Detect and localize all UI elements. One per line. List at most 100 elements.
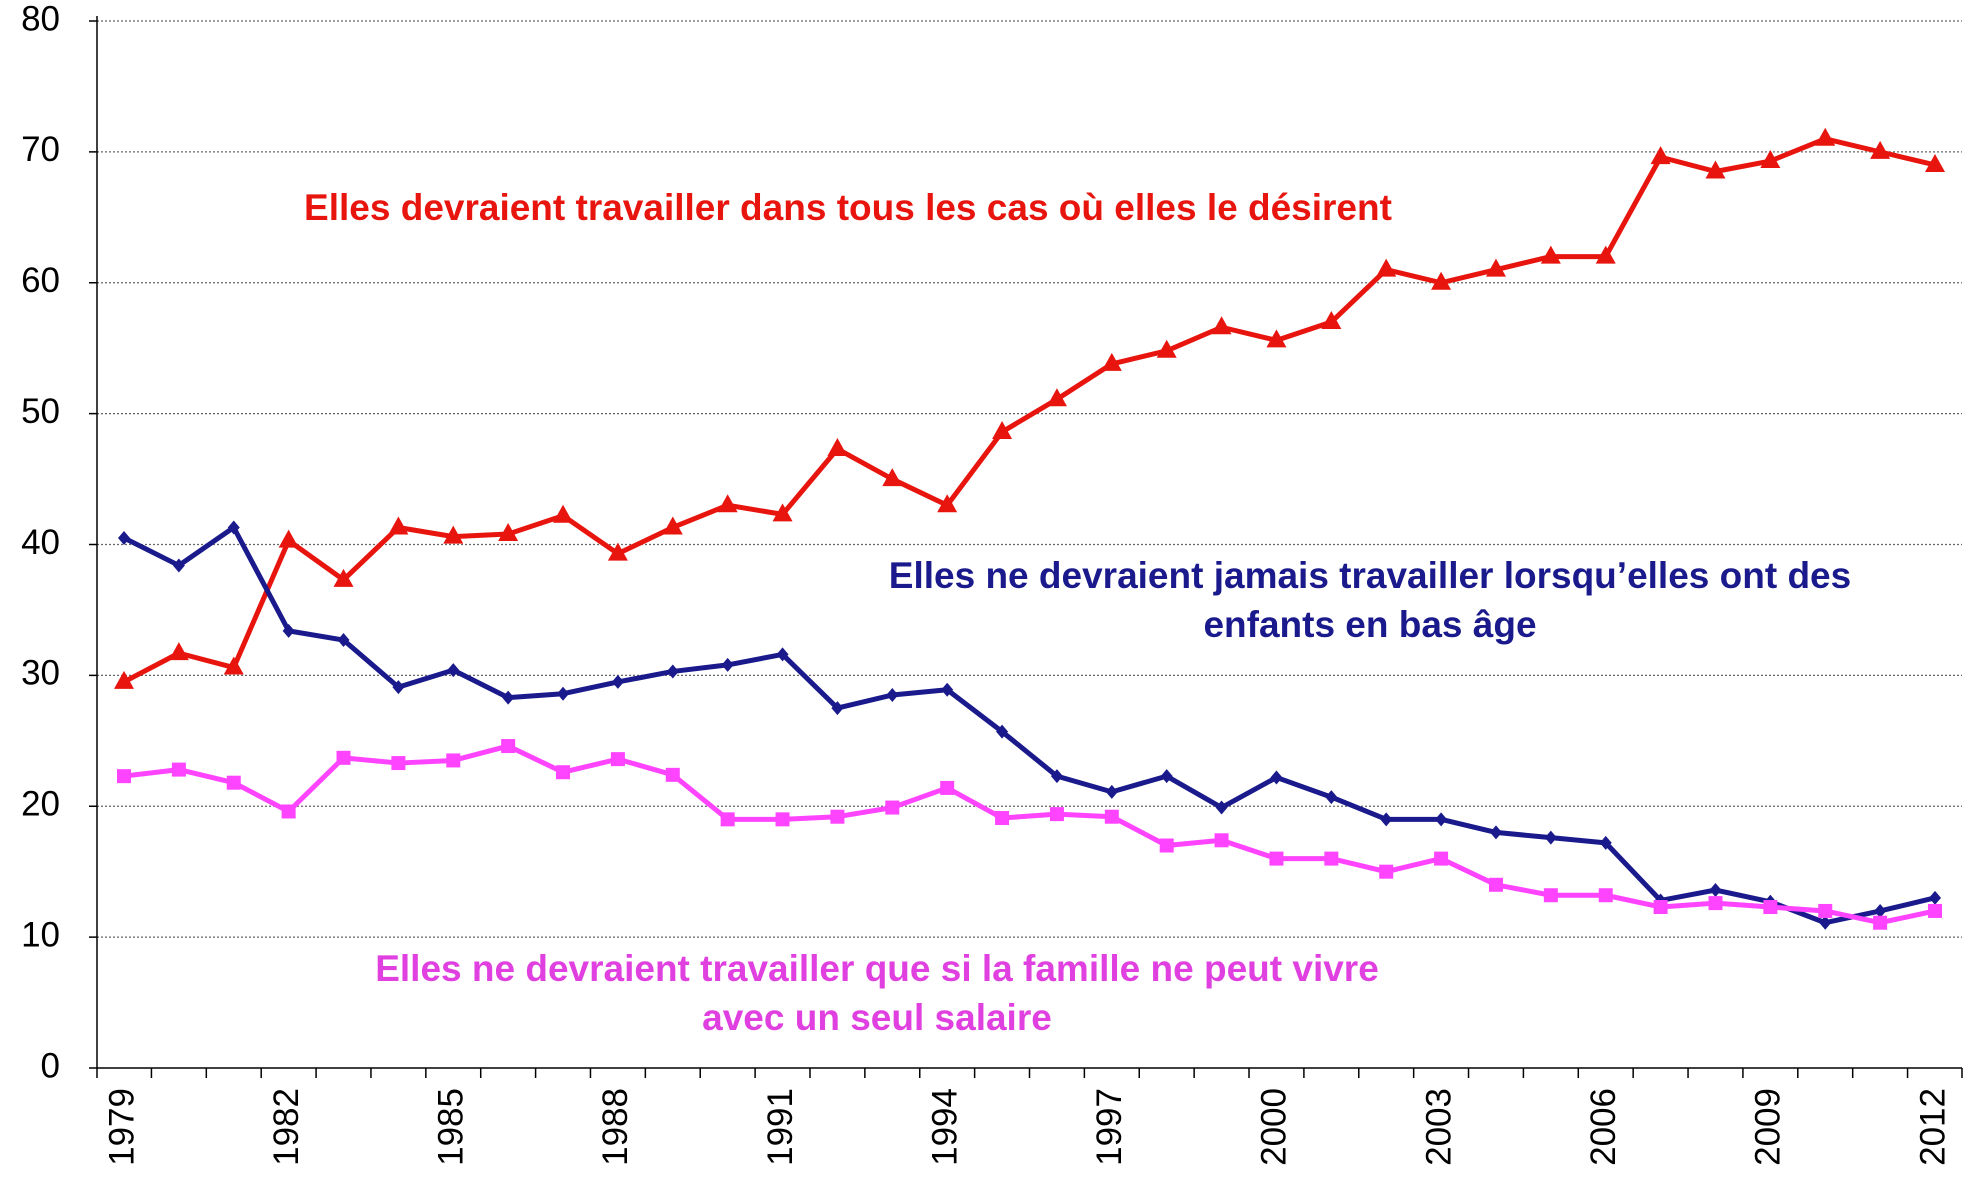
y-tick-label: 40 [21, 523, 60, 562]
x-tick-label: 1979 [102, 1088, 141, 1166]
marker [831, 701, 844, 716]
marker [1435, 812, 1448, 827]
marker [1215, 800, 1228, 815]
marker [1049, 807, 1064, 822]
series-line [122, 524, 1936, 926]
marker [1653, 900, 1668, 915]
marker [392, 680, 405, 695]
marker [557, 686, 570, 701]
marker [937, 494, 958, 513]
marker [336, 750, 351, 765]
marker [772, 503, 793, 522]
marker [1815, 127, 1836, 146]
marker [443, 525, 464, 544]
marker [665, 767, 680, 782]
marker [720, 812, 735, 827]
marker [114, 670, 134, 689]
x-tick-label: 1982 [267, 1088, 306, 1166]
marker [1269, 851, 1284, 866]
annotation: Elles ne devraient travailler que si la … [375, 948, 1379, 989]
y-tick-label: 60 [21, 261, 60, 300]
marker [717, 494, 738, 513]
marker [1321, 311, 1342, 330]
marker [1324, 851, 1339, 866]
marker [607, 542, 628, 561]
series-line [123, 743, 1936, 926]
marker [1046, 388, 1067, 407]
marker [1705, 160, 1726, 179]
marker [1925, 153, 1945, 172]
marker [1540, 245, 1561, 264]
series-line [122, 136, 1936, 685]
marker [447, 663, 460, 678]
y-tick-label: 80 [21, 0, 60, 38]
y-tick-label: 70 [21, 130, 60, 169]
marker [1598, 888, 1613, 903]
marker [553, 504, 574, 523]
marker [117, 769, 131, 784]
marker [1489, 825, 1502, 840]
y-tick-label: 10 [21, 915, 60, 954]
marker [1708, 896, 1723, 911]
marker [118, 530, 130, 545]
marker [1101, 352, 1122, 371]
marker [502, 690, 515, 705]
marker [1160, 769, 1173, 784]
x-tick-label: 1997 [1090, 1088, 1129, 1166]
marker [1159, 838, 1174, 853]
marker [1156, 339, 1177, 358]
marker [1873, 915, 1888, 930]
marker [1214, 833, 1229, 848]
marker [388, 516, 409, 535]
marker [281, 804, 296, 819]
annotation: enfants en bas âge [1203, 604, 1536, 645]
marker [1543, 888, 1558, 903]
marker [996, 724, 1009, 739]
marker [995, 811, 1010, 826]
y-tick-label: 50 [21, 392, 60, 431]
x-tick-label: 2000 [1255, 1088, 1294, 1166]
x-tick-label: 2003 [1419, 1088, 1458, 1166]
marker [1485, 258, 1506, 277]
marker [1325, 790, 1338, 805]
marker [830, 809, 845, 824]
marker [827, 437, 848, 456]
marker [391, 756, 406, 771]
marker [1050, 769, 1063, 784]
annotation: avec un seul salaire [702, 997, 1052, 1038]
marker [1599, 835, 1612, 850]
x-tick-label: 2012 [1913, 1088, 1952, 1166]
marker [282, 623, 295, 638]
marker [227, 520, 240, 535]
marker [1431, 271, 1452, 290]
marker [885, 800, 900, 815]
marker [940, 780, 955, 795]
marker [1760, 150, 1781, 169]
marker [1709, 883, 1722, 898]
marker [168, 642, 189, 661]
marker [1763, 900, 1778, 915]
marker [1105, 784, 1118, 799]
marker [1434, 851, 1449, 866]
marker [1818, 903, 1833, 918]
marker [775, 812, 790, 827]
marker [337, 633, 350, 648]
marker [172, 558, 185, 573]
marker [992, 420, 1013, 439]
annotation: Elles devraient travailler dans tous les… [304, 187, 1392, 228]
marker [1650, 146, 1671, 165]
marker [278, 529, 299, 548]
x-tick-label: 1991 [761, 1088, 800, 1166]
marker [1211, 316, 1232, 335]
marker [1928, 903, 1942, 918]
marker [776, 647, 789, 662]
annotation: Elles ne devraient jamais travailler lor… [889, 555, 1851, 596]
marker [662, 516, 683, 535]
marker [1379, 864, 1394, 879]
marker [1595, 245, 1616, 264]
marker [501, 739, 516, 754]
marker [556, 765, 571, 780]
marker [886, 688, 899, 703]
marker [1266, 329, 1287, 348]
